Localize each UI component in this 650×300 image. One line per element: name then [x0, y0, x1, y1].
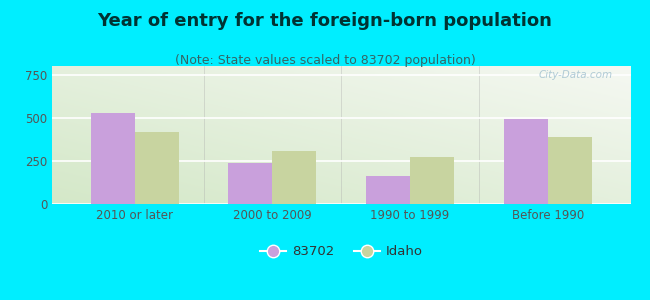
Bar: [366, 176, 410, 204]
Text: Year of entry for the foreign-born population: Year of entry for the foreign-born popul…: [98, 12, 552, 30]
Bar: [90, 112, 135, 204]
Bar: [228, 163, 272, 204]
Text: (Note: State values scaled to 83702 population): (Note: State values scaled to 83702 popu…: [175, 54, 475, 67]
Bar: [135, 132, 179, 204]
Bar: [272, 152, 317, 204]
Legend: 83702, Idaho: 83702, Idaho: [255, 240, 428, 264]
Bar: [504, 118, 548, 204]
Bar: [410, 158, 454, 204]
Text: City-Data.com: City-Data.com: [539, 70, 613, 80]
Bar: [548, 137, 592, 204]
